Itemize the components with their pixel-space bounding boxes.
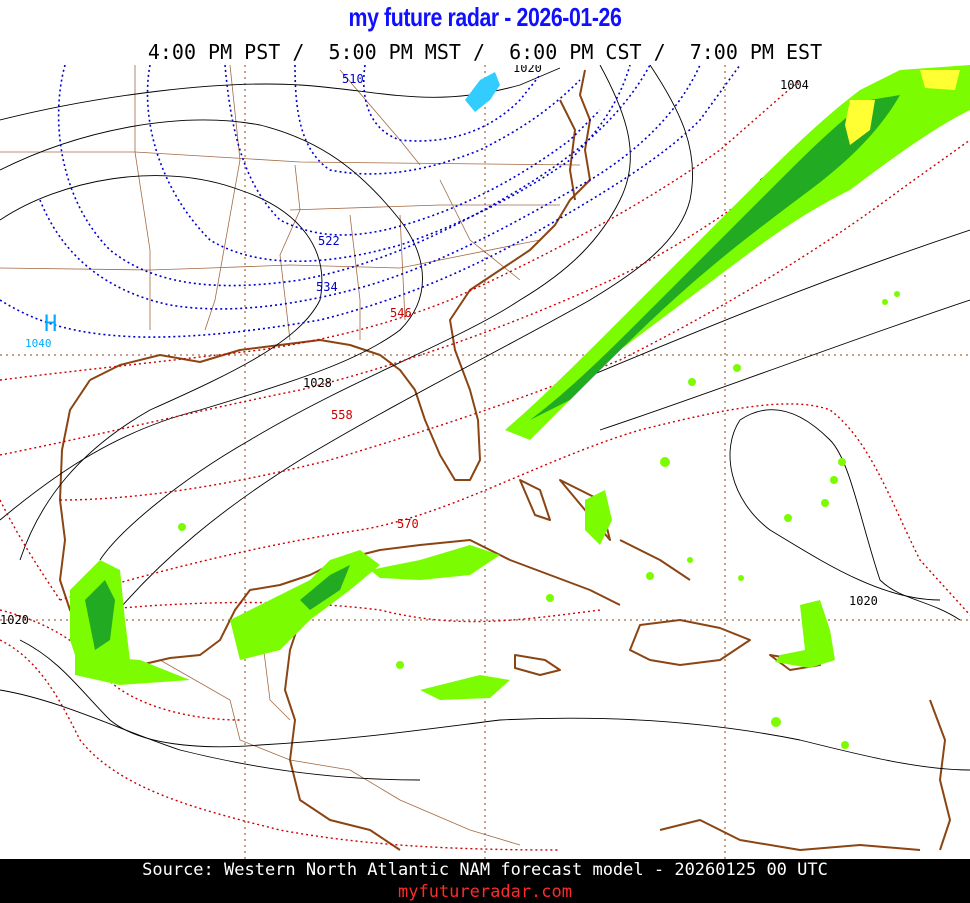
precip-cuba: [370, 545, 500, 580]
lat-lon-grid: [0, 65, 970, 859]
thickness-label-cold: 534: [316, 280, 338, 294]
high-pressure-symbol: H: [44, 312, 57, 337]
precip-caribbean-1: [420, 675, 510, 700]
thickness-label-warm: 558: [331, 408, 353, 422]
thickness-label-warm: 546: [390, 306, 412, 320]
precip-bahamas: [585, 490, 612, 545]
source-line: Source: Western North Atlantic NAM forec…: [142, 860, 828, 880]
precip-gulf-1-core: [85, 580, 115, 650]
valid-time-line: 4:00 PM PST / 5:00 PM MST / 6:00 PM CST …: [147, 40, 823, 64]
thickness-warm-lines: [0, 79, 970, 851]
precip-band-atlantic-core: [530, 95, 900, 420]
precipitation-areas: [70, 65, 970, 749]
forecast-map: H 1040 1020 1004 1028 1020 1020 510 522 …: [0, 65, 970, 859]
site-link[interactable]: myfutureradar.com: [398, 882, 572, 902]
precip-caribbean-2: [775, 600, 835, 668]
snow-area: [465, 72, 500, 112]
thickness-cold-lines: [0, 65, 741, 338]
high-pressure-value: 1040: [25, 337, 52, 350]
footer-bar: [0, 859, 970, 903]
precip-gulf-2: [75, 655, 190, 685]
thickness-label-cold: 510: [342, 72, 364, 86]
precip-heavy-ne-2: [920, 70, 960, 90]
isobar-label: 1004: [780, 78, 809, 92]
isobar-label: 1020: [849, 594, 878, 608]
page-title: my future radar - 2026-01-26: [348, 2, 622, 32]
political-borders: [0, 65, 581, 846]
precip-heavy-ne: [845, 100, 875, 145]
isobar-label: 1020: [513, 65, 542, 75]
precip-gulf-3-core: [300, 565, 350, 610]
isobar-label: 1020: [0, 613, 29, 627]
isobar-label: 1028: [303, 376, 332, 390]
thickness-label-cold: 522: [318, 234, 340, 248]
thickness-label-warm: 570: [397, 517, 419, 531]
